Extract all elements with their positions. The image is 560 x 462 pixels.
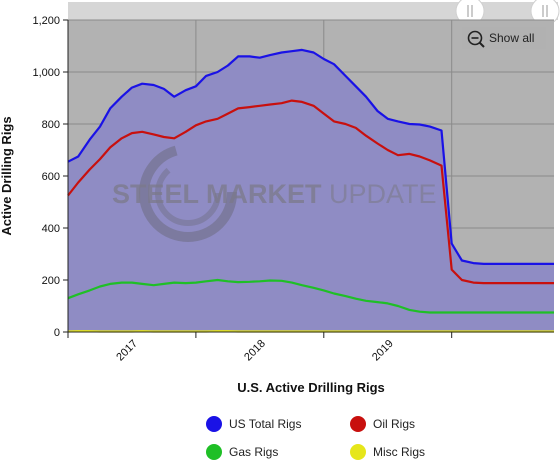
series-line-us-total-rigs [67,48,554,265]
watermark-text: STEEL MARKET UPDATE [112,179,437,209]
legend-label: Oil Rigs [373,417,415,431]
y-tick-label: 1,000 [32,67,60,79]
legend: US Total Rigs Oil Rigs Gas Rigs Misc Rigs [206,416,425,460]
x-tick-label: 2019 [370,338,396,364]
series-line-gas-rigs [67,278,554,314]
legend-label: Gas Rigs [229,445,278,459]
series-lines [67,48,554,333]
legend-marker [206,416,222,432]
y-tick-label: 400 [42,223,60,235]
show-all-label: Show all [489,31,534,45]
y-tick-label: 1,200 [32,15,60,27]
x-tick-label: 2017 [114,338,140,364]
total-rigs-area [68,49,554,333]
legend-label: US Total Rigs [229,417,301,431]
y-tick-label: 600 [42,171,60,183]
y-tick-label: 800 [42,119,60,131]
series-line-oil-rigs [67,99,554,285]
legend-item-oil-rigs[interactable]: Oil Rigs [350,416,415,432]
y-axis-title: Active Drilling Rigs [0,116,14,235]
legend-label: Misc Rigs [373,445,425,459]
chart-title: U.S. Active Drilling Rigs [237,380,385,395]
legend-item-gas-rigs[interactable]: Gas Rigs [206,444,278,460]
legend-marker [350,416,366,432]
y-axis-ticks: 0 200 400 600 800 1,000 1,200 [32,15,68,339]
grip-icon [542,5,548,17]
x-axis-ticks: 2017 2018 2019 [67,332,453,364]
y-tick-label: 200 [42,275,60,287]
range-navigator[interactable] [68,2,558,20]
grip-icon [467,5,473,17]
legend-item-us-total-rigs[interactable]: US Total Rigs [206,416,301,432]
zoom-out-icon [467,30,485,48]
show-all-button[interactable]: Show all [462,27,546,49]
x-tick-label: 2018 [242,338,268,364]
watermark: STEEL MARKET UPDATE [112,144,437,242]
legend-marker [350,444,366,460]
legend-marker [206,444,222,460]
y-tick-label: 0 [54,327,60,339]
legend-item-misc-rigs[interactable]: Misc Rigs [350,444,425,460]
